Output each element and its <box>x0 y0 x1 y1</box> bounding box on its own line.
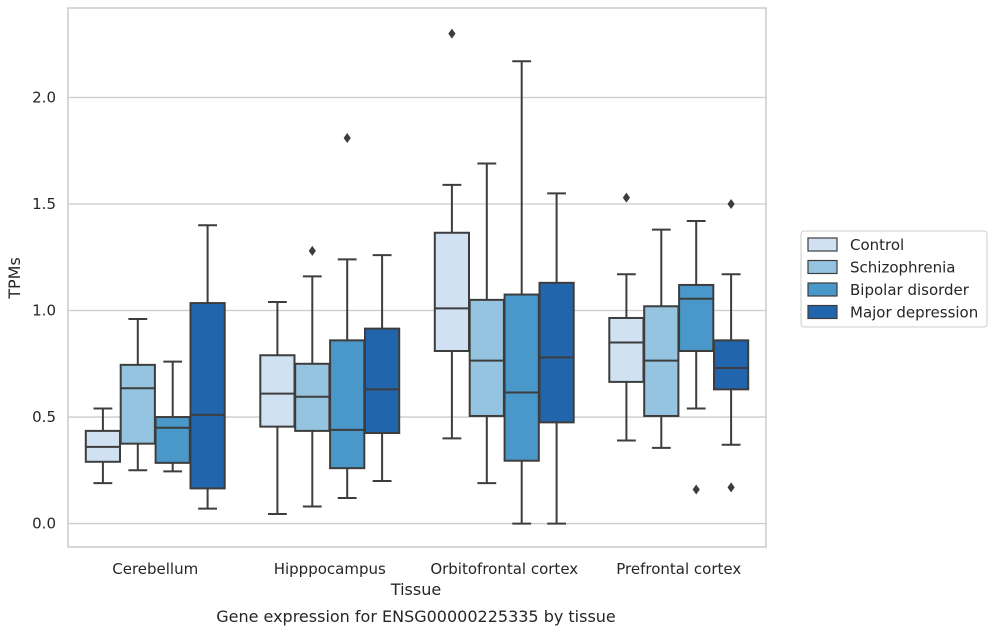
box-body <box>154 416 191 464</box>
outlier-point <box>308 245 316 256</box>
box <box>259 301 296 515</box>
box <box>608 192 645 442</box>
box-body <box>712 339 750 391</box>
box <box>712 199 750 493</box>
box <box>503 60 540 525</box>
box-plot-series <box>84 28 750 525</box>
legend-swatch <box>807 237 838 252</box>
box-body <box>363 327 401 435</box>
series-bipolar-disorder <box>154 60 715 525</box>
legend-swatch <box>807 259 838 275</box>
box-body <box>678 283 715 352</box>
series-major-depression <box>189 192 750 525</box>
series-control <box>84 28 645 515</box>
box <box>189 224 226 510</box>
x-axis-label: Tissue <box>390 580 441 599</box>
x-tick-label: Orbitofrontal cortex <box>430 560 578 578</box>
y-tick-label: 1.5 <box>32 195 56 213</box>
y-tick-label: 2.0 <box>32 88 56 106</box>
legend-label: Bipolar disorder <box>850 281 970 299</box>
legend-frame <box>800 230 988 328</box>
box <box>643 228 680 449</box>
series-schizophrenia <box>119 162 680 508</box>
outlier-point <box>727 482 735 493</box>
box <box>363 254 401 482</box>
box-body <box>433 231 471 352</box>
outlier-point <box>448 28 456 39</box>
x-axis-ticks: Cerebellum Hipppocampus Orbitofrontal cort… <box>112 560 741 578</box>
outlier-point <box>727 199 735 209</box>
y-axis-ticks: 0.0 0.5 1.0 1.5 2.0 <box>32 88 56 532</box>
plot-frame <box>67 7 767 548</box>
x-tick-label: Hipppocampus <box>274 560 386 578</box>
box-body <box>119 363 156 445</box>
legend-swatch <box>807 304 838 320</box>
box-body <box>259 354 296 428</box>
box-body <box>189 302 226 490</box>
x-tick-label: Prefrontal cortex <box>616 560 741 578</box>
box <box>538 192 575 525</box>
x-tick-label: Cerebellum <box>112 560 198 578</box>
y-tick-label: 0.5 <box>32 408 56 426</box>
outlier-point <box>343 132 351 143</box>
box-body <box>503 293 540 462</box>
outlier-point <box>622 192 630 203</box>
y-tick-label: 1.0 <box>32 302 56 320</box>
outlier-point <box>692 484 700 495</box>
box <box>468 162 505 485</box>
legend-label: Major depression <box>850 304 978 322</box>
box <box>294 245 331 508</box>
box <box>678 220 715 495</box>
box <box>119 318 156 472</box>
y-axis-label: TPMs <box>5 257 24 300</box>
box <box>329 132 366 499</box>
legend-label: Schizophrenia <box>850 259 955 277</box>
legend-swatch <box>807 282 838 297</box>
box <box>84 407 122 485</box>
box-body <box>608 316 645 383</box>
y-tick-label: 0.0 <box>32 515 56 533</box>
box-body <box>329 339 366 470</box>
box <box>154 360 191 473</box>
chart-caption: Gene expression for ENSG00000225335 by t… <box>216 607 616 626</box>
legend: Control Schizophrenia Bipolar disorder Majo… <box>800 230 988 328</box>
box-body <box>538 281 575 424</box>
legend-label: Control <box>850 236 904 254</box>
box-body <box>468 298 505 417</box>
box <box>433 28 471 440</box>
